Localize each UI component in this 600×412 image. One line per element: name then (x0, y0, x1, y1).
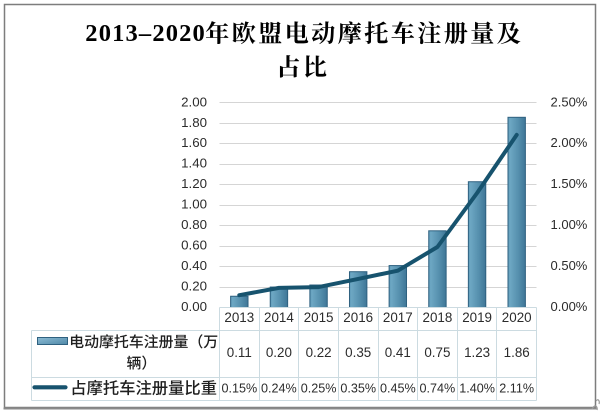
svg-text:0.00: 0.00 (181, 299, 207, 314)
svg-text:2014: 2014 (264, 310, 294, 325)
svg-text:1.40: 1.40 (181, 156, 207, 171)
svg-text:2.11%: 2.11% (499, 381, 534, 395)
svg-text:2.00: 2.00 (181, 94, 207, 109)
svg-text:0.40: 0.40 (181, 258, 207, 273)
svg-text:0.45%: 0.45% (380, 381, 416, 395)
svg-text:0.20: 0.20 (181, 278, 207, 293)
svg-text:1.40%: 1.40% (459, 381, 495, 395)
svg-text:0.60: 0.60 (181, 238, 207, 253)
svg-text:2015: 2015 (304, 310, 334, 325)
svg-text:1.00: 1.00 (181, 197, 207, 212)
svg-text:1.00%: 1.00% (551, 217, 588, 232)
svg-text:1.23: 1.23 (464, 345, 490, 360)
svg-text:2019: 2019 (462, 310, 492, 325)
svg-text:0.41: 0.41 (385, 345, 411, 360)
svg-text:0.22: 0.22 (306, 345, 332, 360)
svg-text:2020: 2020 (502, 310, 532, 325)
svg-text:2017: 2017 (383, 310, 413, 325)
svg-text:1.80: 1.80 (181, 115, 207, 130)
svg-text:1.86: 1.86 (504, 345, 530, 360)
svg-text:0.35%: 0.35% (340, 381, 376, 395)
svg-text:2.50%: 2.50% (551, 94, 588, 109)
svg-text:1.50%: 1.50% (551, 176, 588, 191)
svg-text:0.25%: 0.25% (301, 381, 337, 395)
svg-text:0.50%: 0.50% (551, 258, 588, 273)
svg-text:1.60: 1.60 (181, 135, 207, 150)
svg-text:2016: 2016 (343, 310, 373, 325)
svg-text:2018: 2018 (423, 310, 453, 325)
svg-text:1.20: 1.20 (181, 176, 207, 191)
svg-text:0.15%: 0.15% (221, 381, 257, 395)
svg-text:2.00%: 2.00% (551, 135, 588, 150)
svg-text:0.00%: 0.00% (551, 299, 588, 314)
svg-text:0.75: 0.75 (424, 345, 450, 360)
svg-text:0.11: 0.11 (227, 345, 252, 360)
svg-text:0.24%: 0.24% (261, 381, 297, 395)
svg-text:0.80: 0.80 (181, 217, 207, 232)
svg-text:0.74%: 0.74% (420, 381, 456, 395)
svg-text:0.20: 0.20 (266, 345, 292, 360)
svg-text:0.35: 0.35 (345, 345, 371, 360)
svg-text:2013: 2013 (224, 310, 254, 325)
svg-text:2013–2020: 2013–2020 (85, 20, 205, 47)
